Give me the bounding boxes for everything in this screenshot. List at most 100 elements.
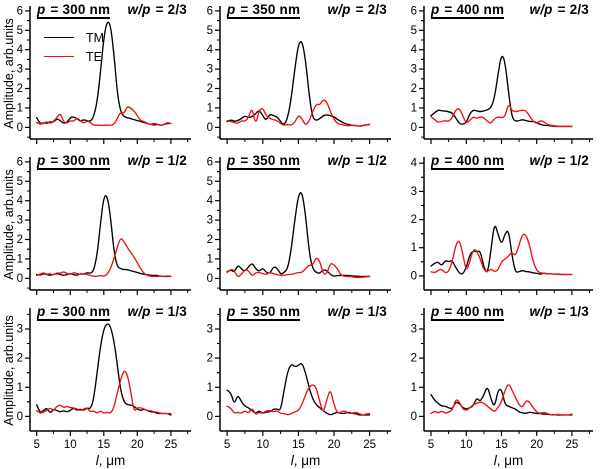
- y-tick-label: 6: [207, 156, 213, 168]
- panel-title-period: p = 350 nm: [227, 2, 301, 19]
- y-tick-label: 1: [411, 102, 417, 114]
- panel-title-ratio: w/p = 1/2: [327, 153, 387, 168]
- te-curve: [226, 384, 371, 416]
- legend-label-te: TE: [86, 49, 102, 64]
- x-tick-label: 25: [566, 439, 579, 451]
- x-axis: 5 10 15 20 25: [30, 430, 191, 451]
- y-tick-label: 0: [411, 270, 417, 282]
- y-tick-label: 4: [411, 158, 418, 170]
- legend-label-tm: TM: [86, 30, 105, 45]
- te-curve: [430, 104, 573, 128]
- y-tick-label: 2: [17, 83, 23, 95]
- x-tick-label: 20: [328, 439, 341, 451]
- panel-title-ratio: w/p = 1/3: [327, 304, 387, 319]
- plot-canvas-p400-wp13: 5 10 15 20 25 0 1 2 3: [411, 308, 593, 451]
- y-tick-label: 3: [207, 324, 213, 336]
- y-tick-label: 4: [207, 44, 214, 56]
- panel-title-period: p = 400 nm: [431, 304, 505, 321]
- y-axis-label: Amplitude, arb.units: [2, 169, 16, 280]
- plot-canvas-p350-wp13: 5 10 15 20 25 0 1 2 3: [207, 308, 391, 451]
- y-axis: 0 1 2 3 4 5 6: [17, 5, 31, 139]
- tm-curve: [226, 41, 371, 127]
- plot-canvas-p400-wp12: 0 1 2 3 4: [411, 157, 593, 295]
- te-curve: [430, 233, 573, 276]
- y-tick-label: 3: [17, 215, 23, 227]
- y-axis-label: Amplitude, arb.units: [2, 18, 16, 129]
- tm-curve: [226, 362, 371, 416]
- y-tick-label: 0: [207, 273, 213, 285]
- legend: TM TE: [44, 28, 104, 66]
- te-line-swatch: [44, 56, 74, 57]
- x-tick-label: 20: [131, 439, 144, 451]
- y-tick-label: 3: [411, 186, 417, 198]
- x-tick-label: 15: [292, 439, 305, 451]
- y-tick-label: 1: [207, 102, 213, 114]
- x-axis: 5 10 15 20 25: [220, 430, 391, 451]
- y-axis: 0 1 2 3: [411, 308, 425, 431]
- te-curve: [226, 257, 371, 279]
- y-tick-label: 1: [207, 382, 213, 394]
- x-tick-label: 25: [165, 439, 178, 451]
- x-tick-label: 5: [33, 439, 39, 451]
- x-tick-label: 5: [428, 439, 434, 451]
- y-tick-label: 5: [207, 176, 213, 188]
- plot-canvas-p300-wp12: 0 1 2 3 4 5 6: [17, 156, 191, 295]
- y-tick-label: 3: [411, 64, 417, 76]
- panel-title-ratio: w/p = 2/3: [127, 2, 187, 17]
- te-curve: [430, 384, 573, 416]
- legend-item-tm: TM: [44, 28, 104, 47]
- panel-title-ratio: w/p = 1/2: [127, 153, 187, 168]
- panel-title-period: p = 350 nm: [227, 304, 301, 321]
- x-tick-label: 10: [460, 439, 473, 451]
- y-tick-label: 5: [207, 25, 213, 37]
- plot-canvas-p300-wp23: 0 1 2 3 4 5 6: [17, 5, 191, 144]
- y-axis: 0 1 2 3 4: [411, 157, 425, 290]
- y-tick-label: 3: [207, 215, 213, 227]
- y-axis: 0 1 2 3 4 5 6: [411, 5, 425, 139]
- y-tick-label: 1: [411, 382, 417, 394]
- tm-curve: [430, 55, 573, 128]
- x-axis: 5 10 15 20 25: [424, 430, 593, 451]
- x-axis: [30, 138, 191, 144]
- y-tick-label: 6: [17, 5, 23, 17]
- panel-p400-wp23: 0 1 2 3 4 5 6 p = 400 nm w/p = 2/3: [400, 0, 607, 151]
- panel-title-ratio: w/p = 1/3: [529, 304, 589, 319]
- y-tick-label: 5: [17, 176, 23, 188]
- y-axis-label: Amplitude, arb.units: [2, 315, 16, 426]
- y-tick-label: 2: [411, 214, 417, 226]
- y-axis: 0 1 2 3: [17, 308, 31, 431]
- plot-canvas-p300-wp13: 5 10 15 20 25 0 1 2 3: [17, 308, 191, 451]
- y-tick-label: 1: [17, 253, 23, 265]
- x-tick-label: 25: [363, 439, 376, 451]
- y-tick-label: 0: [207, 411, 213, 423]
- y-tick-label: 2: [17, 353, 23, 365]
- panel-p350-wp23: 0 1 2 3 4 5 6 p = 350 nm w/p = 2/3: [200, 0, 400, 151]
- y-axis: 0 1 2 3 4 5 6: [207, 5, 221, 139]
- te-curve: [226, 99, 371, 127]
- y-tick-label: 4: [17, 195, 24, 207]
- y-tick-label: 0: [411, 122, 417, 134]
- panel-title-ratio: w/p = 1/2: [529, 153, 589, 168]
- y-axis: 0 1 2 3 4 5 6: [17, 156, 31, 290]
- y-tick-label: 2: [17, 234, 23, 246]
- panel-title-period: p = 300 nm: [37, 304, 111, 321]
- tm-curve: [36, 323, 172, 416]
- tm-line-swatch: [44, 37, 74, 38]
- te-curve: [36, 370, 172, 415]
- plot-canvas-p350-wp23: 0 1 2 3 4 5 6: [207, 5, 391, 144]
- panel-p350-wp13: 5 10 15 20 25 0 1 2 3 p = 350 nm w/p = 1/3 l, μm: [200, 302, 400, 469]
- x-tick-label: 15: [495, 439, 508, 451]
- y-tick-label: 1: [17, 382, 23, 394]
- y-tick-label: 5: [411, 25, 417, 37]
- x-tick-label: 10: [64, 439, 77, 451]
- plot-canvas-p350-wp12: 0 1 2 3 4 5 6: [207, 156, 391, 295]
- x-tick-label: 20: [530, 439, 543, 451]
- x-axis: [220, 289, 391, 295]
- plot-canvas-p400-wp23: 0 1 2 3 4 5 6: [411, 5, 593, 144]
- panel-title-period: p = 400 nm: [431, 153, 505, 170]
- y-tick-label: 0: [17, 273, 23, 285]
- y-tick-label: 1: [207, 253, 213, 265]
- y-tick-label: 0: [207, 122, 213, 134]
